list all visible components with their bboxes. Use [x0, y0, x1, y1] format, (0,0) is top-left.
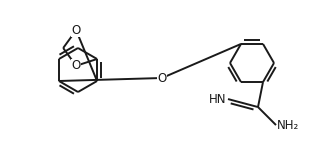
Text: HN: HN: [208, 93, 226, 106]
Text: NH₂: NH₂: [277, 119, 299, 132]
Text: O: O: [72, 24, 81, 37]
Text: O: O: [72, 59, 81, 72]
Text: O: O: [157, 71, 167, 84]
